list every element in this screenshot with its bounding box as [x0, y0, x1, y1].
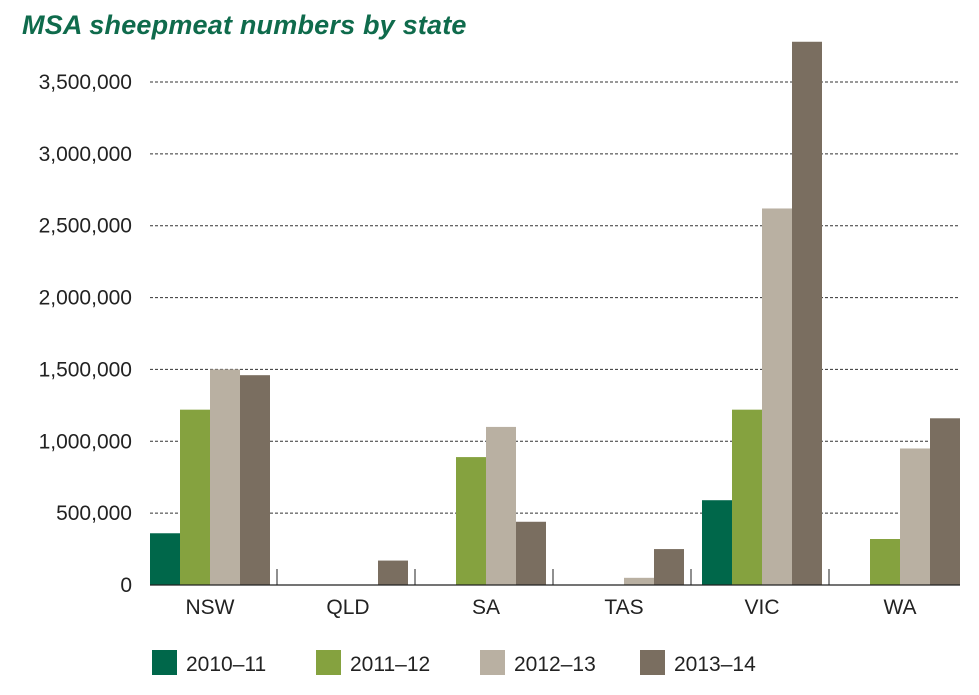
bar: [180, 409, 210, 585]
bar: [654, 549, 684, 585]
bar: [150, 533, 180, 585]
y-tick-label: 500,000: [56, 502, 132, 525]
legend: 2010–11 2011–12 2012–13 2013–14: [152, 650, 756, 676]
x-axis: NSW QLD SA TAS VIC WA: [150, 569, 960, 619]
gridlines: [150, 81, 960, 514]
x-tick-label: QLD: [326, 596, 369, 619]
legend-label: 2010–11: [186, 653, 266, 676]
legend-label: 2013–14: [674, 653, 756, 676]
bar: [624, 577, 654, 585]
y-tick-label: 2,500,000: [39, 215, 132, 238]
x-tick-label: TAS: [604, 596, 643, 619]
bar: [240, 375, 270, 585]
x-tick-label: SA: [472, 596, 500, 619]
bar: [792, 41, 822, 585]
y-tick-label: 1,500,000: [39, 358, 132, 381]
y-tick-label: 1,000,000: [39, 430, 132, 453]
y-axis-ticks: 0 500,000 1,000,000 1,500,000 2,000,000 2,500…: [39, 71, 132, 597]
y-tick-label: 3,500,000: [39, 71, 132, 94]
bar: [900, 448, 930, 585]
legend-swatch: [480, 650, 505, 675]
legend-label: 2012–13: [514, 653, 596, 676]
bars: [150, 41, 960, 585]
x-tick-label: NSW: [186, 596, 235, 619]
bar: [378, 560, 408, 585]
bar: [870, 539, 900, 585]
legend-swatch: [640, 650, 665, 675]
chart-title: MSA sheepmeat numbers by state: [22, 10, 467, 40]
legend-label: 2011–12: [350, 653, 430, 676]
legend-swatch: [316, 650, 341, 675]
bar: [456, 457, 486, 585]
bar: [702, 500, 732, 585]
y-tick-label: 3,000,000: [39, 143, 132, 166]
x-tick-label: WA: [883, 596, 916, 619]
bar: [486, 426, 516, 585]
bar: [516, 521, 546, 585]
bar: [930, 418, 960, 585]
legend-swatch: [152, 650, 177, 675]
y-tick-label: 2,000,000: [39, 287, 132, 310]
bar: [210, 369, 240, 585]
x-tick-label: VIC: [744, 596, 779, 619]
bar: [762, 208, 792, 585]
y-tick-label: 0: [120, 574, 132, 597]
bar: [732, 409, 762, 585]
